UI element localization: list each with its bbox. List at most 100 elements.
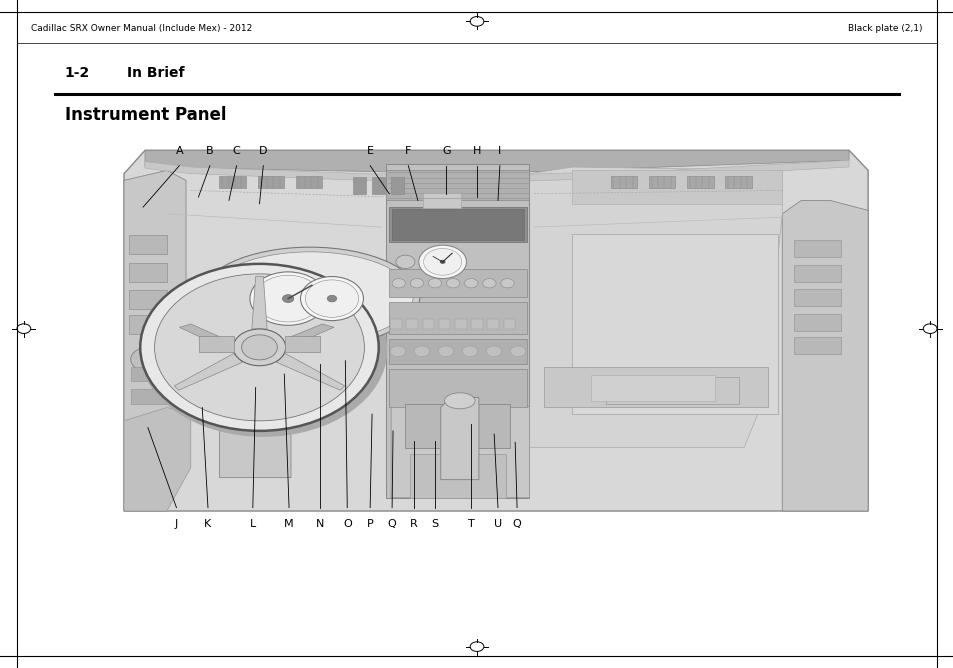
Text: C: C <box>233 146 240 156</box>
Circle shape <box>486 346 501 357</box>
Text: D: D <box>259 146 267 156</box>
Circle shape <box>482 279 496 288</box>
Bar <box>503 319 515 329</box>
Circle shape <box>131 347 165 371</box>
Polygon shape <box>440 397 478 480</box>
Bar <box>392 209 523 240</box>
Bar <box>422 319 434 329</box>
Bar <box>131 367 167 381</box>
Bar <box>405 404 510 448</box>
Bar <box>793 314 841 331</box>
Circle shape <box>305 280 358 317</box>
Polygon shape <box>145 160 848 182</box>
Bar <box>372 177 385 194</box>
Text: J: J <box>174 519 178 529</box>
Text: B: B <box>206 146 213 156</box>
Circle shape <box>241 335 277 360</box>
Polygon shape <box>124 150 867 511</box>
Bar <box>353 177 366 194</box>
Bar <box>471 319 482 329</box>
Circle shape <box>500 279 514 288</box>
Bar <box>129 235 167 254</box>
Text: R: R <box>410 519 417 529</box>
Bar <box>605 377 739 404</box>
Polygon shape <box>252 277 267 329</box>
Polygon shape <box>276 353 344 390</box>
Bar <box>129 315 167 334</box>
Text: E: E <box>366 146 374 156</box>
Polygon shape <box>174 353 242 390</box>
Bar <box>648 176 675 188</box>
Ellipse shape <box>200 247 419 347</box>
Bar <box>131 389 167 404</box>
Text: O: O <box>342 519 352 529</box>
Text: 1-2: 1-2 <box>65 67 90 80</box>
Polygon shape <box>124 407 191 511</box>
Bar <box>389 269 526 297</box>
Circle shape <box>410 279 423 288</box>
Bar <box>410 454 505 498</box>
Ellipse shape <box>207 252 413 343</box>
Circle shape <box>510 346 525 357</box>
Bar <box>386 164 529 498</box>
Bar <box>257 176 284 188</box>
Bar <box>455 319 466 329</box>
Polygon shape <box>179 324 219 341</box>
Polygon shape <box>124 170 186 511</box>
Polygon shape <box>529 167 781 448</box>
Bar <box>129 290 167 309</box>
Text: T: T <box>467 519 475 529</box>
Bar <box>487 319 498 329</box>
Bar <box>389 369 526 407</box>
Bar <box>389 207 526 242</box>
Bar <box>295 176 322 188</box>
Circle shape <box>428 279 441 288</box>
Text: S: S <box>431 519 438 529</box>
Circle shape <box>414 346 429 357</box>
Circle shape <box>395 255 415 269</box>
Bar <box>391 177 404 194</box>
Bar <box>390 319 401 329</box>
Polygon shape <box>572 170 781 204</box>
Text: I: I <box>497 146 501 156</box>
Text: Q: Q <box>512 519 521 529</box>
Polygon shape <box>219 297 291 478</box>
Bar <box>199 336 233 352</box>
Text: F: F <box>405 146 411 156</box>
Circle shape <box>446 279 459 288</box>
Bar <box>591 375 715 401</box>
Bar <box>129 263 167 282</box>
Bar <box>793 265 841 282</box>
Polygon shape <box>391 394 529 498</box>
Text: Black plate (2,1): Black plate (2,1) <box>847 23 922 33</box>
Circle shape <box>282 295 294 303</box>
Bar <box>406 319 417 329</box>
Bar <box>793 289 841 306</box>
Bar <box>438 319 450 329</box>
Text: Q: Q <box>387 519 396 529</box>
Text: A: A <box>175 146 183 156</box>
Text: Instrument Panel: Instrument Panel <box>65 106 226 124</box>
Circle shape <box>418 245 466 279</box>
Polygon shape <box>145 150 848 174</box>
Circle shape <box>327 295 336 302</box>
Bar <box>793 240 841 257</box>
Bar <box>543 367 767 407</box>
Circle shape <box>392 279 405 288</box>
Bar <box>219 176 246 188</box>
Circle shape <box>464 279 477 288</box>
Circle shape <box>462 346 477 357</box>
Circle shape <box>154 274 364 421</box>
Ellipse shape <box>444 393 475 409</box>
Circle shape <box>250 272 326 325</box>
Bar <box>285 336 319 352</box>
Circle shape <box>300 277 363 321</box>
Bar <box>389 302 526 334</box>
Text: M: M <box>284 519 294 529</box>
Text: L: L <box>250 519 255 529</box>
Text: G: G <box>441 146 451 156</box>
Polygon shape <box>291 324 334 341</box>
Bar <box>793 337 841 354</box>
Text: P: P <box>366 519 374 529</box>
Text: Cadillac SRX Owner Manual (Include Mex) - 2012: Cadillac SRX Owner Manual (Include Mex) … <box>31 23 253 33</box>
